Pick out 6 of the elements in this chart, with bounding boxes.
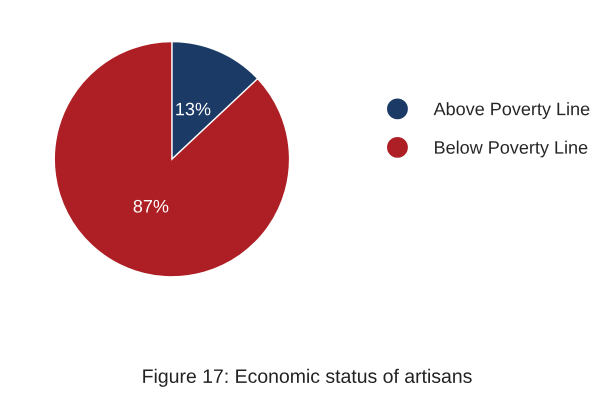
pie-slice (54, 40, 290, 278)
legend-label: Below Poverty Line (435, 140, 588, 158)
data-label: 13% (176, 102, 210, 116)
data-label: 87% (134, 200, 168, 213)
legend-label: Above Poverty Line (434, 102, 590, 119)
caption: Figure 17: Economic status of artisans (143, 368, 472, 387)
